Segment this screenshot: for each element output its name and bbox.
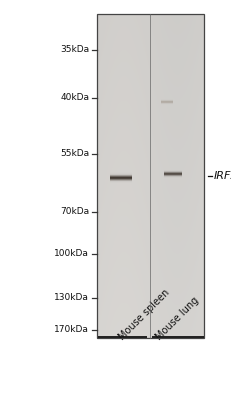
Text: 130kDa: 130kDa [54, 294, 89, 302]
Text: Mouse lung: Mouse lung [154, 295, 200, 342]
Text: 170kDa: 170kDa [54, 326, 89, 334]
Bar [97, 14, 203, 338]
Text: Mouse spleen: Mouse spleen [117, 287, 171, 342]
Text: 55kDa: 55kDa [60, 150, 89, 158]
Bar [97, 14, 203, 338]
Text: 70kDa: 70kDa [60, 208, 89, 216]
Text: 100kDa: 100kDa [54, 250, 89, 258]
Text: 40kDa: 40kDa [60, 94, 89, 102]
Text: IRF2BP2: IRF2BP2 [213, 171, 231, 181]
Text: 35kDa: 35kDa [60, 46, 89, 54]
